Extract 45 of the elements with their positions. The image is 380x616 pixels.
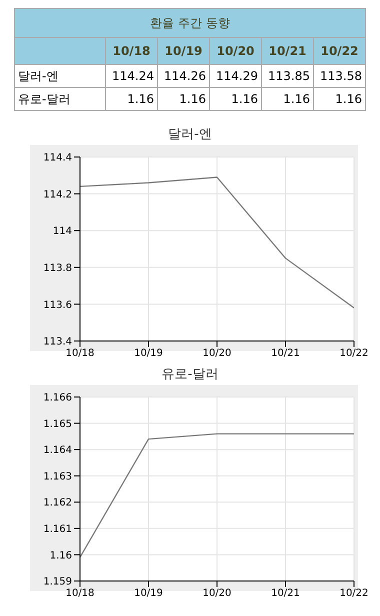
x-tick-label: 10/18 bbox=[66, 348, 94, 360]
y-tick-label: 1.165 bbox=[43, 418, 72, 430]
x-tick-label: 10/22 bbox=[340, 588, 368, 600]
x-tick-label: 10/20 bbox=[202, 348, 232, 360]
data-label: 1.16 bbox=[106, 88, 158, 110]
y-tick-label: 114.4 bbox=[43, 152, 72, 164]
category-label: 10/22 bbox=[314, 38, 366, 64]
y-tick-label: 1.16 bbox=[50, 550, 72, 562]
chart-title: 달러-엔 bbox=[167, 126, 213, 144]
data-label: 1.16 bbox=[210, 88, 262, 110]
category-label: 10/19 bbox=[158, 38, 210, 64]
category-label: 10/21 bbox=[262, 38, 314, 64]
y-tick-label: 114 bbox=[52, 226, 72, 238]
y-tick-label: 113.6 bbox=[43, 300, 72, 311]
data-label: 114.26 bbox=[158, 64, 210, 88]
category-label: 10/18 bbox=[106, 38, 158, 64]
y-tick-label: 113.4 bbox=[43, 336, 72, 348]
data-label: 1.16 bbox=[262, 88, 314, 110]
x-tick-label: 10/18 bbox=[66, 588, 94, 600]
y-tick-label: 1.164 bbox=[43, 445, 72, 456]
data-label: 113.58 bbox=[314, 64, 366, 88]
x-tick-label: 10/19 bbox=[134, 588, 163, 600]
data-label: 1.16 bbox=[314, 88, 366, 110]
y-tick-label: 113.8 bbox=[43, 262, 72, 274]
x-tick-label: 10/21 bbox=[271, 348, 300, 360]
x-tick-label: 10/20 bbox=[202, 588, 232, 600]
y-tick-label: 1.166 bbox=[43, 392, 72, 404]
x-tick-label: 10/19 bbox=[134, 348, 163, 360]
data-label: 113.85 bbox=[262, 64, 314, 88]
text: 환율 주간 동향 bbox=[14, 8, 366, 38]
text: 유로-달러 bbox=[14, 88, 106, 110]
x-tick-label: 10/21 bbox=[271, 588, 300, 600]
line-series bbox=[80, 176, 354, 308]
chart-title: 유로-달러 bbox=[160, 366, 220, 384]
y-tick-label: 1.161 bbox=[43, 524, 72, 535]
data-label: 1.16 bbox=[158, 88, 210, 110]
y-tick-label: 1.163 bbox=[43, 471, 72, 482]
y-tick-label: 114.2 bbox=[43, 189, 72, 200]
data-label: 114.24 bbox=[106, 64, 158, 88]
data-label: 114.29 bbox=[210, 64, 262, 88]
y-tick-label: 1.159 bbox=[43, 576, 72, 588]
text: 달러-엔 bbox=[14, 64, 106, 88]
y-tick-label: 1.162 bbox=[43, 498, 72, 509]
category-label: 10/20 bbox=[210, 38, 262, 64]
x-tick-label: 10/22 bbox=[340, 348, 368, 360]
